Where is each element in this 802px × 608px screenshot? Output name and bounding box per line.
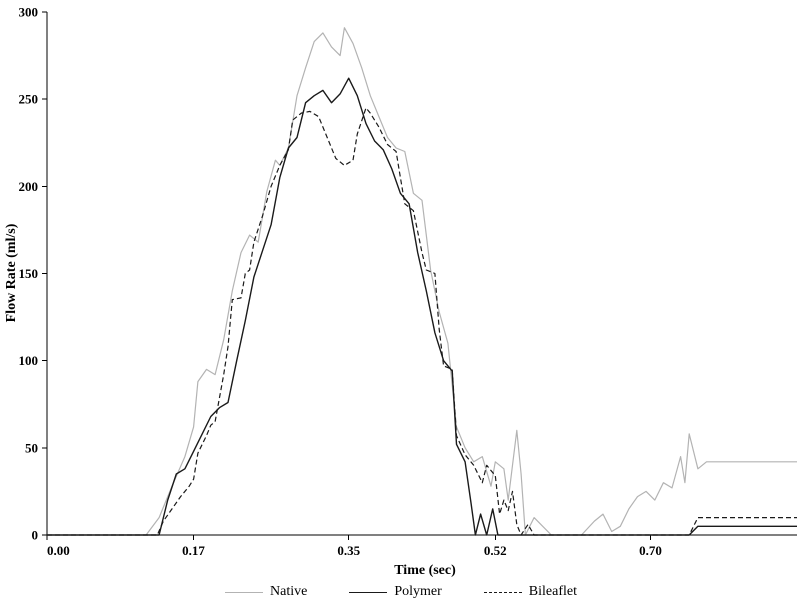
x-tick-label: 0.52 [484,543,507,558]
y-tick-label: 300 [19,5,39,20]
chart-legend: Native Polymer Bileaflet [0,584,802,600]
y-tick-label: 50 [25,440,38,455]
legend-label-bileaflet: Bileaflet [528,584,577,599]
x-tick-label: 0.17 [182,543,205,558]
series-lines [47,27,797,536]
polymer-line-sample [349,591,388,593]
y-tick-label: 250 [19,92,39,107]
legend-item-native: Native [225,584,307,600]
legend-item-polymer: Polymer [349,584,442,600]
series-line-native [47,27,797,536]
legend-label-polymer: Polymer [394,584,442,599]
axes: 0 50 100 150 200 250 300 0.00 0.17 0.35 0.52 0.70 [19,5,797,558]
legend-label-native: Native [270,584,308,599]
native-line-sample [225,591,263,593]
y-tick-label: 100 [19,353,39,368]
series-line-polymer [47,77,797,536]
x-tick-label: 0.00 [47,543,70,558]
y-axis-title: Flow Rate (ml/s) [4,223,19,322]
x-tick-label: 0.70 [639,543,662,558]
y-tick-label: 200 [19,179,39,194]
y-tick-label: 150 [19,266,39,281]
x-tick-label: 0.35 [337,543,360,558]
x-axis-title: Time (sec) [394,563,456,578]
series-line-bileaflet [47,107,797,536]
y-tick-label: 0 [32,528,39,543]
bileaflet-line-sample [483,591,522,593]
legend-item-bileaflet: Bileaflet [483,584,577,600]
